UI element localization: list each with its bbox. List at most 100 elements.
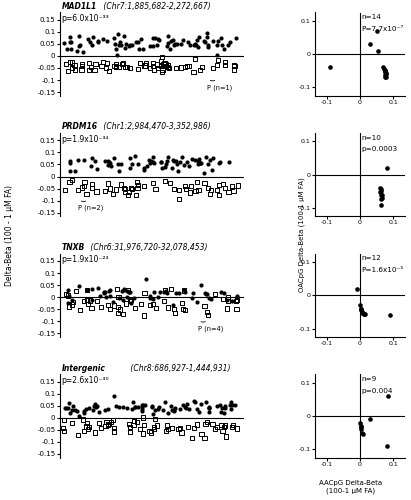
Point xyxy=(68,38,75,46)
Point xyxy=(136,46,143,54)
Point xyxy=(139,400,145,408)
Point xyxy=(127,184,134,192)
Point xyxy=(135,404,141,411)
Point xyxy=(66,159,73,167)
Point xyxy=(201,302,208,310)
Point xyxy=(164,304,171,312)
Point xyxy=(166,64,173,72)
Point xyxy=(209,166,215,173)
Point xyxy=(70,402,76,410)
Point xyxy=(80,48,86,56)
Point xyxy=(222,58,229,66)
Point xyxy=(193,420,200,428)
Point xyxy=(75,186,81,194)
Point xyxy=(113,52,120,60)
Point xyxy=(86,296,93,304)
Point xyxy=(101,289,108,297)
Point xyxy=(184,62,191,70)
Point xyxy=(65,399,72,407)
Point xyxy=(113,64,120,72)
Point xyxy=(90,402,97,410)
Point xyxy=(74,431,81,439)
Point xyxy=(164,61,171,69)
Text: P (n=2): P (n=2) xyxy=(78,205,104,212)
Point xyxy=(163,426,170,434)
Text: p=6.0x10⁻³³: p=6.0x10⁻³³ xyxy=(61,14,109,23)
Point xyxy=(157,288,164,296)
Point xyxy=(158,62,165,70)
Point xyxy=(192,55,198,63)
Point xyxy=(105,405,111,413)
Point xyxy=(120,402,126,410)
Point xyxy=(132,403,138,411)
Point xyxy=(213,424,220,432)
Point xyxy=(76,412,82,420)
Point xyxy=(181,306,188,314)
Point xyxy=(132,403,138,411)
Point xyxy=(205,160,211,168)
Point xyxy=(195,34,202,42)
Point xyxy=(164,39,171,47)
Point xyxy=(231,62,238,70)
Point xyxy=(227,38,233,46)
Point xyxy=(142,62,149,70)
Point xyxy=(85,404,92,412)
Point xyxy=(233,424,240,432)
Point xyxy=(201,170,207,177)
Point xyxy=(60,424,67,432)
Point xyxy=(357,418,363,426)
Point xyxy=(81,156,87,164)
Point xyxy=(188,182,194,190)
Point xyxy=(68,176,75,184)
Point xyxy=(72,287,79,295)
Point xyxy=(181,64,188,72)
Point xyxy=(171,305,177,313)
Point xyxy=(378,190,385,198)
Point xyxy=(135,182,141,190)
Point xyxy=(160,60,167,68)
Point xyxy=(104,180,111,188)
Point xyxy=(120,286,127,294)
Point xyxy=(106,158,113,166)
Point xyxy=(76,40,83,48)
Point xyxy=(111,302,118,310)
Point xyxy=(203,290,210,298)
Point xyxy=(195,157,201,165)
Point xyxy=(102,422,109,430)
Point xyxy=(129,404,135,412)
Point xyxy=(69,64,75,72)
Point xyxy=(65,298,71,306)
Point xyxy=(383,442,390,450)
Point xyxy=(113,45,119,53)
Point xyxy=(140,45,146,53)
Point xyxy=(171,186,177,194)
Point xyxy=(81,298,87,306)
Point xyxy=(230,186,237,194)
Point xyxy=(203,29,210,37)
Point xyxy=(203,152,209,160)
Point xyxy=(161,58,168,66)
Point xyxy=(195,160,201,168)
Point xyxy=(114,285,120,293)
Point xyxy=(359,308,365,316)
Point xyxy=(148,428,154,436)
Point xyxy=(125,188,132,196)
Point xyxy=(76,42,82,50)
Point xyxy=(150,42,156,50)
Point xyxy=(167,402,174,410)
Point xyxy=(162,60,169,68)
Point xyxy=(79,62,85,70)
Point xyxy=(150,300,156,308)
Point xyxy=(222,62,228,70)
Text: P (n=1): P (n=1) xyxy=(207,84,232,90)
Point xyxy=(121,286,127,294)
Point xyxy=(137,300,144,308)
Point xyxy=(76,282,82,290)
Point xyxy=(111,34,118,42)
Point xyxy=(169,406,176,414)
Point xyxy=(90,34,96,42)
Point xyxy=(99,58,106,66)
Point xyxy=(94,297,100,305)
Text: p=0.004: p=0.004 xyxy=(362,388,393,394)
Point xyxy=(141,164,147,172)
